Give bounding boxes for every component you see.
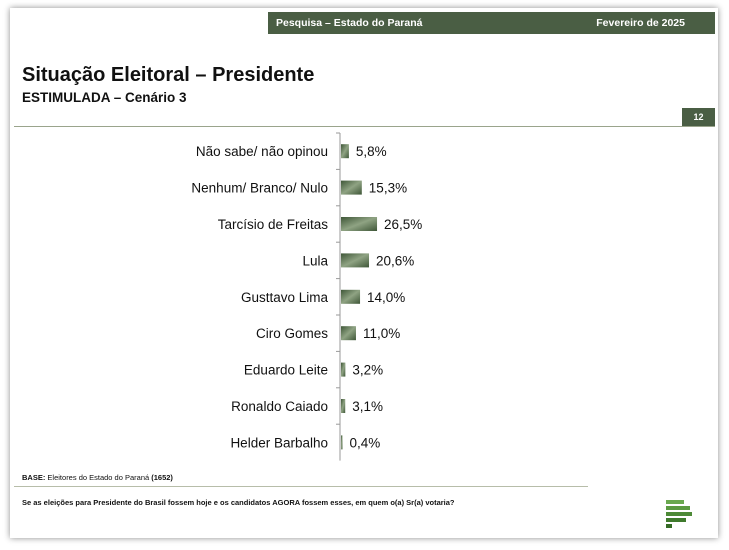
- base-count: (1652): [151, 473, 173, 482]
- data-label: 20,6%: [376, 253, 414, 268]
- data-label: 5,8%: [356, 144, 387, 159]
- category-label: Lula: [302, 253, 328, 268]
- survey-title: Pesquisa – Estado do Paraná: [276, 17, 423, 29]
- footer-divider: [14, 486, 588, 487]
- base-label: BASE:: [22, 473, 46, 482]
- base-text: Eleitores do Estado do Paraná: [45, 473, 152, 482]
- category-label: Gusttavo Lima: [241, 290, 329, 305]
- base-note: BASE: Eleitores do Estado do Paraná (165…: [22, 473, 173, 482]
- bar-chart: Não sabe/ não opinou 5,8% Nenhum/ Branco/ …: [191, 132, 422, 461]
- data-label: 0,4%: [350, 435, 381, 450]
- slide: Pesquisa – Estado do Paraná Fevereiro de…: [10, 8, 718, 538]
- data-label: 11,0%: [363, 326, 400, 341]
- page-subtitle: ESTIMULADA – Cenário 3: [22, 90, 187, 105]
- bar: [341, 217, 378, 231]
- survey-date: Fevereiro de 2025: [596, 17, 685, 29]
- data-label: 14,0%: [367, 290, 405, 305]
- survey-question: Se as eleições para Presidente do Brasil…: [22, 498, 455, 507]
- header-bar: Pesquisa – Estado do Paraná Fevereiro de…: [268, 12, 715, 34]
- category-label: Nenhum/ Branco/ Nulo: [191, 181, 328, 196]
- bar: [341, 253, 370, 268]
- data-label: 26,5%: [384, 217, 422, 232]
- bar: [341, 326, 356, 341]
- bar: [341, 362, 346, 377]
- page-title: Situação Eleitoral – Presidente: [22, 64, 315, 86]
- category-label: Tarcísio de Freitas: [218, 217, 329, 232]
- category-label: Não sabe/ não opinou: [196, 144, 328, 159]
- bar: [341, 180, 362, 195]
- bar: [341, 144, 349, 159]
- category-label: Ciro Gomes: [256, 326, 328, 341]
- category-label: Eduardo Leite: [244, 363, 328, 378]
- data-label: 15,3%: [369, 181, 407, 196]
- category-label: Helder Barbalho: [230, 435, 328, 450]
- brand-logo-icon: [666, 500, 692, 528]
- bar: [341, 289, 361, 304]
- category-label: Ronaldo Caiado: [231, 399, 328, 414]
- bar: [341, 399, 346, 413]
- header-divider: [14, 126, 715, 127]
- data-label: 3,2%: [352, 363, 383, 378]
- page-number: 12: [682, 108, 715, 126]
- data-label: 3,1%: [352, 399, 383, 414]
- bar: [341, 435, 343, 450]
